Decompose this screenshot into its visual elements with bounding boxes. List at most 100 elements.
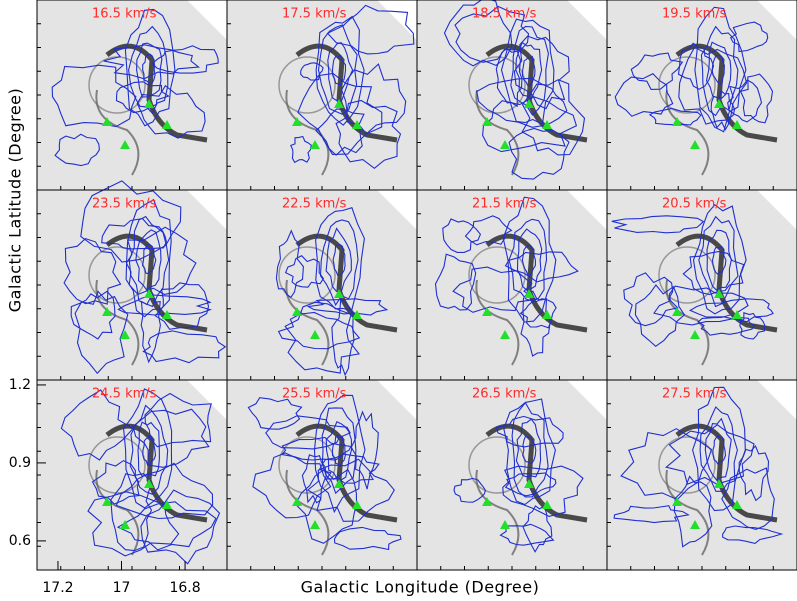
y-tick-label: 0.6 (9, 533, 31, 549)
contour (464, 215, 513, 246)
contours (275, 207, 389, 377)
source-marker (714, 99, 724, 108)
panel: 21.5 km/s (416, 189, 608, 381)
contour (648, 107, 702, 126)
panel-image (417, 0, 607, 190)
image-edge (187, 0, 227, 40)
velocity-label: 20.5 km/s (662, 197, 727, 212)
contours (247, 394, 402, 551)
contour (331, 434, 346, 467)
source-marker (334, 289, 344, 298)
x-tick-label: 16.8 (169, 580, 200, 596)
contour (711, 246, 727, 276)
image-edge (567, 380, 607, 420)
panel: 26.5 km/s (416, 379, 608, 571)
contour (140, 489, 221, 565)
contours (51, 8, 219, 167)
panel: 27.5 km/s (606, 379, 797, 571)
contour (704, 417, 732, 481)
contour (317, 24, 358, 115)
image-edge (187, 380, 227, 420)
contour (141, 243, 157, 275)
bubble-ring (658, 56, 716, 114)
contour (321, 407, 357, 495)
contours (434, 196, 579, 357)
contour (692, 386, 746, 512)
contour (513, 35, 570, 110)
source-marker (672, 117, 682, 126)
contour (319, 219, 359, 307)
contour (151, 45, 219, 74)
contour (738, 444, 770, 502)
panel-image (607, 0, 797, 190)
contour (729, 21, 769, 53)
source-marker (524, 289, 534, 298)
contour (132, 408, 210, 468)
contour (63, 237, 122, 305)
image-edge (377, 0, 417, 40)
contour (80, 180, 182, 263)
contour (325, 421, 353, 481)
source-marker (162, 500, 172, 509)
panel: 25.5 km/s (226, 379, 418, 571)
contour (331, 54, 347, 87)
source-marker (102, 307, 112, 316)
contour (682, 251, 745, 296)
contour (504, 251, 579, 283)
source-marker (524, 479, 534, 488)
contour (739, 312, 766, 340)
bubble-ring (658, 246, 716, 304)
panel: 17.5 km/s (226, 0, 418, 191)
y-tick-label: 0.9 (9, 455, 31, 471)
contour (522, 435, 537, 465)
contour (620, 428, 713, 501)
image-edge (377, 190, 417, 230)
panel-grid: 16.5 km/s 17.5 km/s 18.5 km/s 19.5 km/s 23.5… (36, 0, 797, 571)
contour (710, 89, 736, 131)
source-marker (732, 310, 742, 319)
contours (614, 6, 774, 133)
contour (327, 41, 354, 102)
contour (313, 394, 366, 514)
contour (315, 15, 365, 126)
contour (140, 292, 161, 364)
contour (727, 79, 763, 123)
contour (699, 406, 738, 492)
contour (135, 229, 162, 291)
contour (306, 458, 395, 522)
image-edge (757, 380, 797, 420)
x-axis-label: Galactic Longitude (Degree) (301, 578, 540, 597)
panel: 16.5 km/s (36, 0, 228, 191)
contour (443, 0, 513, 67)
source-marker (292, 497, 302, 506)
contour (306, 298, 389, 316)
source-marker (162, 310, 172, 319)
contour (331, 298, 355, 377)
contour (521, 245, 536, 277)
contour (434, 253, 477, 311)
source-marker (714, 289, 724, 298)
image-edge (567, 190, 607, 230)
panel-image (607, 190, 797, 380)
contour (284, 301, 360, 374)
panel: 24.5 km/s (36, 379, 228, 571)
contour (325, 227, 352, 293)
contour (128, 215, 170, 308)
contour (521, 55, 536, 87)
contour (315, 207, 365, 312)
contour (129, 404, 169, 495)
contour (613, 505, 690, 524)
contour (515, 41, 543, 101)
contour (508, 218, 548, 302)
contour (722, 525, 784, 544)
contour (739, 73, 774, 124)
bubble-ring (278, 56, 336, 114)
source-marker (500, 140, 510, 149)
image-edge (187, 190, 227, 230)
source-marker (714, 479, 724, 488)
contour (142, 53, 156, 85)
panel: 22.5 km/s (226, 189, 418, 381)
contour (117, 294, 213, 316)
contour (712, 435, 727, 466)
contour (698, 215, 739, 308)
